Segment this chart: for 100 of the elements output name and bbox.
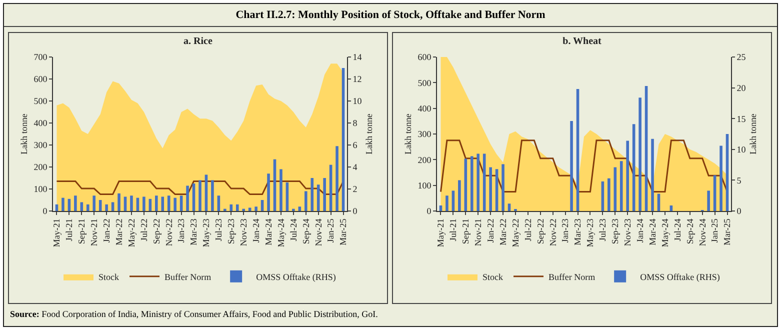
y-tick-label: 500 (34, 96, 48, 106)
x-tick-label: Mar-22 (498, 218, 508, 246)
bar (458, 180, 461, 211)
legend-label: Buffer Norm (548, 272, 596, 282)
line-series (440, 140, 728, 192)
bar (502, 164, 504, 211)
x-tick-label: May-23 (585, 218, 596, 248)
y2-tick-label: 0 (352, 206, 358, 216)
bar (130, 196, 133, 211)
y-tick-label: 0 (426, 206, 432, 216)
bar (608, 178, 610, 211)
bar (707, 190, 710, 211)
x-tick-label: Mar-23 (188, 218, 199, 246)
bar (267, 174, 270, 211)
bar (155, 196, 158, 211)
x-tick-label: Mar-23 (572, 218, 583, 246)
x-tick-label: Nov-21 (89, 218, 100, 246)
bar (720, 146, 722, 211)
y2-tick-label: 14 (352, 52, 362, 62)
y2-axis-title: Lakh tonne (748, 114, 758, 154)
bar (211, 180, 214, 211)
x-tick-label: Nov-22 (164, 218, 174, 246)
x-tick-label: May-22 (510, 218, 520, 248)
x-tick-label: Jul-23 (214, 218, 224, 242)
x-tick-label: Sep-23 (226, 218, 236, 244)
y2-tick-label: 5 (736, 175, 742, 186)
x-tick-label: Jan-24 (634, 218, 645, 243)
bar (280, 169, 282, 211)
x-tick-label: May-21 (436, 218, 446, 248)
bar (638, 98, 642, 211)
x-tick-label: Sep-22 (535, 218, 546, 244)
x-tick-label: Nov-22 (548, 218, 558, 246)
x-tick-label: Jul-22 (138, 218, 149, 242)
bar (570, 121, 573, 211)
bar (124, 196, 127, 211)
x-tick-label: Nov-24 (697, 218, 708, 246)
x-tick-label: Mar-25 (722, 218, 732, 246)
y2-tick-label: 4 (352, 162, 358, 172)
legend-label: Stock (482, 272, 504, 282)
bar (80, 202, 84, 211)
y-tick-label: 500 (418, 78, 432, 88)
y-tick-label: 0 (42, 206, 48, 216)
x-tick-label: Jul-23 (598, 218, 608, 242)
x-tick-label: Mar-25 (338, 218, 348, 246)
bar (142, 196, 146, 211)
y2-tick-label: 10 (736, 144, 746, 155)
bar (482, 154, 486, 211)
bar (236, 204, 239, 211)
y2-tick-label: 12 (352, 74, 362, 84)
x-tick-label: Jul-22 (522, 218, 533, 242)
bar (508, 204, 511, 211)
x-tick-label: May-24 (276, 218, 286, 248)
bar (167, 196, 170, 211)
x-tick-label: Jan-25 (326, 218, 336, 243)
y2-tick-label: 15 (736, 114, 746, 124)
x-tick-label: May-22 (126, 218, 136, 248)
chart-title: b. Wheat (562, 36, 602, 48)
bar (452, 190, 455, 211)
x-tick-label: May-23 (201, 218, 212, 248)
y2-tick-label: 20 (736, 82, 746, 93)
bar (614, 167, 617, 211)
x-tick-label: Mar-22 (114, 218, 124, 246)
x-tick-label: Jan-22 (485, 218, 496, 243)
bar (62, 198, 64, 211)
bar (230, 204, 233, 211)
bar (86, 204, 90, 211)
legend-label: Buffer Norm (164, 272, 212, 282)
bar (186, 186, 189, 211)
y-tick-label: 400 (418, 103, 432, 114)
x-tick-label: Jul-24 (672, 218, 682, 242)
x-tick-label: Sep-21 (460, 218, 471, 244)
x-tick-label: May-24 (660, 218, 670, 248)
bar (180, 196, 183, 211)
bar (336, 146, 338, 211)
y-axis-title: Lakh tonne (19, 114, 30, 154)
y-tick-label: 200 (418, 154, 432, 165)
y2-tick-label: 2 (352, 184, 358, 194)
x-tick-label: Nov-24 (313, 218, 324, 246)
y2-tick-label: 0 (736, 206, 742, 216)
y-tick-label: 600 (34, 74, 48, 84)
y-tick-label: 400 (34, 118, 48, 128)
y-tick-label: 300 (418, 129, 432, 140)
x-tick-label: Jan-22 (101, 218, 112, 243)
bar (298, 206, 302, 211)
bar (495, 169, 498, 211)
bar (476, 154, 480, 211)
x-tick-label: Mar-24 (263, 218, 274, 246)
bar (118, 193, 120, 211)
legend-label: Stock (98, 272, 120, 282)
x-tick-label: Sep-23 (610, 218, 620, 244)
x-tick-label: Jan-24 (250, 218, 261, 243)
x-tick-label: Jul-21 (64, 218, 74, 242)
x-tick-label: Sep-24 (684, 218, 695, 244)
bar (217, 196, 220, 211)
x-tick-label: Nov-23 (238, 218, 249, 246)
bar (74, 196, 77, 211)
source-note: Source: Food Corporation of India, Ministry of Consumer Affairs, Food and Public Distribution, GoI. (10, 309, 378, 319)
chart-title: a. Rice (184, 36, 213, 48)
bar (111, 202, 114, 211)
x-tick-label: Sep-24 (300, 218, 311, 244)
